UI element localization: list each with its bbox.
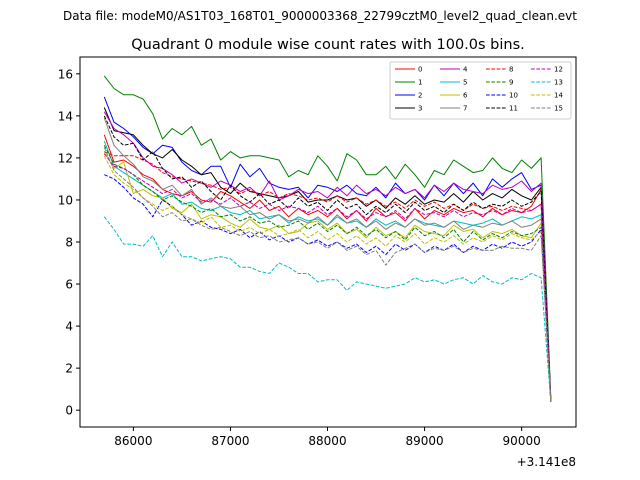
plot-area (79, 56, 577, 428)
x-axis-offset-label: +3.141e8 (517, 455, 576, 469)
legend-box (389, 61, 572, 120)
legend-label-12: 12 (554, 66, 563, 74)
series-line-14 (103, 155, 552, 402)
y-tick-label: 4 (65, 320, 73, 334)
series-line-15 (103, 147, 552, 402)
x-tick-label: 89000 (405, 434, 443, 448)
series-line-8 (104, 151, 552, 402)
y-tick-label: 8 (65, 236, 73, 250)
legend-label-2: 2 (418, 92, 422, 100)
legend-label-5: 5 (463, 79, 467, 87)
series-line-11 (103, 115, 552, 402)
series-group (103, 75, 552, 402)
x-axis: 86000 87000 88000 89000 90000 (114, 427, 541, 448)
legend-label-7: 7 (463, 105, 467, 113)
legend-label-10: 10 (509, 92, 518, 100)
x-tick-label: 87000 (211, 434, 249, 448)
series-line-10 (104, 174, 552, 402)
y-tick-label: 2 (65, 362, 73, 376)
legend-label-13: 13 (554, 79, 563, 87)
series-line-4 (103, 111, 552, 402)
x-tick-label: 90000 (503, 434, 541, 448)
y-tick-label: 14 (58, 109, 73, 123)
legend-label-1: 1 (418, 79, 422, 87)
chart-suptitle: Data file: modeM0/AS1T03_168T01_90000033… (63, 9, 577, 23)
y-tick-label: 12 (58, 151, 73, 165)
series-line-12 (103, 153, 552, 402)
series-line-13 (103, 216, 552, 402)
legend-label-6: 6 (463, 92, 468, 100)
series-line-6 (103, 151, 552, 402)
y-tick-label: 10 (58, 193, 73, 207)
series-line-1 (103, 75, 552, 398)
series-line-3 (103, 107, 552, 400)
series-line-7 (103, 117, 552, 402)
series-line-9 (103, 145, 552, 402)
y-tick-label: 16 (58, 67, 73, 81)
legend-label-9: 9 (509, 79, 513, 87)
legend-label-14: 14 (554, 92, 563, 100)
legend-label-15: 15 (554, 105, 563, 113)
legend-label-11: 11 (509, 105, 518, 113)
y-tick-label: 0 (65, 404, 73, 418)
legend-label-4: 4 (463, 66, 468, 74)
x-tick-label: 88000 (308, 434, 346, 448)
x-tick-label: 86000 (114, 434, 152, 448)
legend-label-8: 8 (509, 66, 513, 74)
chart-title: Quadrant 0 module wise count rates with … (131, 37, 525, 53)
legend-label-0: 0 (418, 66, 422, 74)
y-tick-label: 6 (65, 278, 73, 292)
y-axis: 0 2 4 6 8 10 12 14 16 (58, 67, 80, 418)
legend-label-3: 3 (418, 105, 422, 113)
